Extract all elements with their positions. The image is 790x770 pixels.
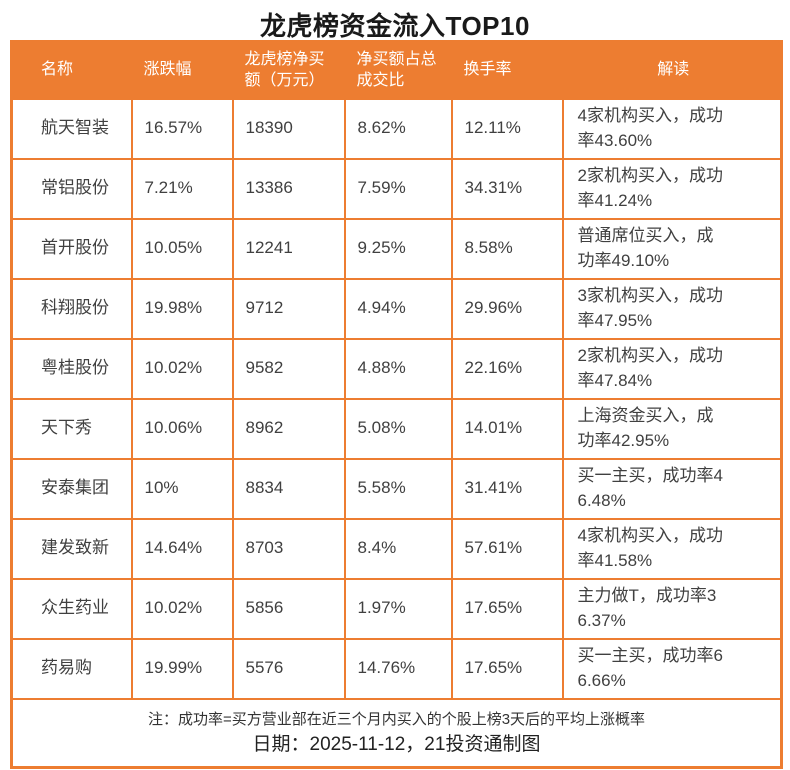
- table-body: 航天智装 16.57% 18390 8.62% 12.11% 4家机构买入，成功率43.6…: [10, 97, 783, 700]
- cell-change-pct: 10.05%: [130, 217, 234, 280]
- cell-name: 科翔股份: [10, 277, 133, 340]
- cell-change-pct: 10.02%: [130, 337, 234, 400]
- cell-interpretation: 普通席位买入，成功率49.10%: [561, 217, 783, 280]
- date-line: 日期：2025-11-12，21投资通制图: [252, 733, 541, 755]
- cell-name: 首开股份: [10, 217, 133, 280]
- cell-net-buy-amount: 12241: [231, 217, 346, 280]
- cell-turnover-rate: 12.11%: [450, 97, 564, 160]
- cell-change-pct: 14.64%: [130, 517, 234, 580]
- success-rate-note: 注：成功率=买方营业部在近三个月内买入的个股上榜3天后的平均上涨概率: [147, 710, 646, 728]
- cell-change-pct: 10.02%: [130, 577, 234, 640]
- cell-turnover-rate: 29.96%: [450, 277, 564, 340]
- table-row: 建发致新 14.64% 8703 8.4% 57.61% 4家机构买入，成功率41.58%: [10, 517, 783, 580]
- top10-table: 名称 涨跌幅 龙虎榜净买额（万元） 净买额占总成交比 换手率 解读 航天智装 16.57% 1…: [10, 40, 783, 770]
- cell-net-buy-amount: 9712: [231, 277, 346, 340]
- cell-turnover-rate: 17.65%: [450, 637, 564, 700]
- cell-name: 药易购: [10, 637, 133, 700]
- cell-net-buy-ratio: 8.4%: [343, 517, 453, 580]
- cell-turnover-rate: 8.58%: [450, 217, 564, 280]
- cell-net-buy-ratio: 4.94%: [343, 277, 453, 340]
- cell-change-pct: 10%: [130, 457, 234, 520]
- cell-net-buy-ratio: 7.59%: [343, 157, 453, 220]
- cell-change-pct: 7.21%: [130, 157, 234, 220]
- cell-name: 安泰集团: [10, 457, 133, 520]
- cell-interpretation: 2家机构买入，成功率41.24%: [561, 157, 783, 220]
- cell-change-pct: 19.99%: [130, 637, 234, 700]
- page-title: 龙虎榜资金流入TOP10: [260, 11, 530, 41]
- cell-turnover-rate: 57.61%: [450, 517, 564, 580]
- table-row: 首开股份 10.05% 12241 9.25% 8.58% 普通席位买入，成功率49.10…: [10, 217, 783, 280]
- cell-net-buy-amount: 18390: [231, 97, 346, 160]
- footer-row: 注：成功率=买方营业部在近三个月内买入的个股上榜3天后的平均上涨概率 日期：20…: [10, 697, 783, 769]
- cell-name: 航天智装: [10, 97, 133, 160]
- cell-change-pct: 19.98%: [130, 277, 234, 340]
- cell-name: 建发致新: [10, 517, 133, 580]
- cell-turnover-rate: 34.31%: [450, 157, 564, 220]
- cell-name: 粤桂股份: [10, 337, 133, 400]
- cell-interpretation: 4家机构买入，成功率43.60%: [561, 97, 783, 160]
- cell-net-buy-ratio: 4.88%: [343, 337, 453, 400]
- cell-net-buy-ratio: 8.62%: [343, 97, 453, 160]
- cell-interpretation: 4家机构买入，成功率41.58%: [561, 517, 783, 580]
- cell-net-buy-ratio: 5.08%: [343, 397, 453, 460]
- column-header-interpretation: 解读: [562, 41, 782, 99]
- cell-turnover-rate: 22.16%: [450, 337, 564, 400]
- cell-net-buy-amount: 9582: [231, 337, 346, 400]
- table-row: 天下秀 10.06% 8962 5.08% 14.01% 上海资金买入，成功率42.95%: [10, 397, 783, 460]
- cell-net-buy-amount: 5856: [231, 577, 346, 640]
- cell-net-buy-ratio: 5.58%: [343, 457, 453, 520]
- column-header-change-pct: 涨跌幅: [131, 41, 233, 99]
- header-row: 名称 涨跌幅 龙虎榜净买额（万元） 净买额占总成交比 换手率 解读: [11, 41, 782, 99]
- column-header-name: 名称: [11, 41, 132, 99]
- table-row: 众生药业 10.02% 5856 1.97% 17.65% 主力做T，成功率36.37%: [10, 577, 783, 640]
- column-header-net-buy-ratio: 净买额占总成交比: [344, 41, 452, 99]
- cell-turnover-rate: 31.41%: [450, 457, 564, 520]
- table-row: 科翔股份 19.98% 9712 4.94% 29.96% 3家机构买入，成功率47.95…: [10, 277, 783, 340]
- cell-turnover-rate: 17.65%: [450, 577, 564, 640]
- cell-net-buy-amount: 5576: [231, 637, 346, 700]
- footer-cell: 注：成功率=买方营业部在近三个月内买入的个股上榜3天后的平均上涨概率 日期：20…: [10, 697, 783, 769]
- cell-change-pct: 10.06%: [130, 397, 234, 460]
- cell-name: 众生药业: [10, 577, 133, 640]
- column-header-turnover-rate: 换手率: [451, 41, 563, 99]
- table-row: 航天智装 16.57% 18390 8.62% 12.11% 4家机构买入，成功率43.6…: [10, 97, 783, 160]
- cell-net-buy-amount: 8703: [231, 517, 346, 580]
- cell-name: 常铝股份: [10, 157, 133, 220]
- cell-interpretation: 买一主买，成功率66.66%: [561, 637, 783, 700]
- table-row: 安泰集团 10% 8834 5.58% 31.41% 买一主买，成功率46.48%: [10, 457, 783, 520]
- table-row: 药易购 19.99% 5576 14.76% 17.65% 买一主买，成功率66.66%: [10, 637, 783, 700]
- cell-net-buy-amount: 8962: [231, 397, 346, 460]
- table-row: 常铝股份 7.21% 13386 7.59% 34.31% 2家机构买入，成功率41.24…: [10, 157, 783, 220]
- cell-net-buy-ratio: 14.76%: [343, 637, 453, 700]
- cell-interpretation: 3家机构买入，成功率47.95%: [561, 277, 783, 340]
- cell-name: 天下秀: [10, 397, 133, 460]
- cell-net-buy-ratio: 9.25%: [343, 217, 453, 280]
- cell-interpretation: 2家机构买入，成功率47.84%: [561, 337, 783, 400]
- table-row: 粤桂股份 10.02% 9582 4.88% 22.16% 2家机构买入，成功率47.84…: [10, 337, 783, 400]
- cell-interpretation: 买一主买，成功率46.48%: [561, 457, 783, 520]
- cell-net-buy-amount: 13386: [231, 157, 346, 220]
- cell-turnover-rate: 14.01%: [450, 397, 564, 460]
- cell-interpretation: 上海资金买入，成功率42.95%: [561, 397, 783, 460]
- column-header-net-buy-amount: 龙虎榜净买额（万元）: [232, 41, 345, 99]
- cell-interpretation: 主力做T，成功率36.37%: [561, 577, 783, 640]
- cell-change-pct: 16.57%: [130, 97, 234, 160]
- cell-net-buy-ratio: 1.97%: [343, 577, 453, 640]
- cell-net-buy-amount: 8834: [231, 457, 346, 520]
